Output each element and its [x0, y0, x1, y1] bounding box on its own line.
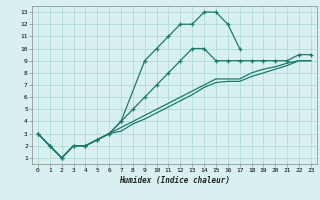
X-axis label: Humidex (Indice chaleur): Humidex (Indice chaleur) — [119, 176, 230, 185]
